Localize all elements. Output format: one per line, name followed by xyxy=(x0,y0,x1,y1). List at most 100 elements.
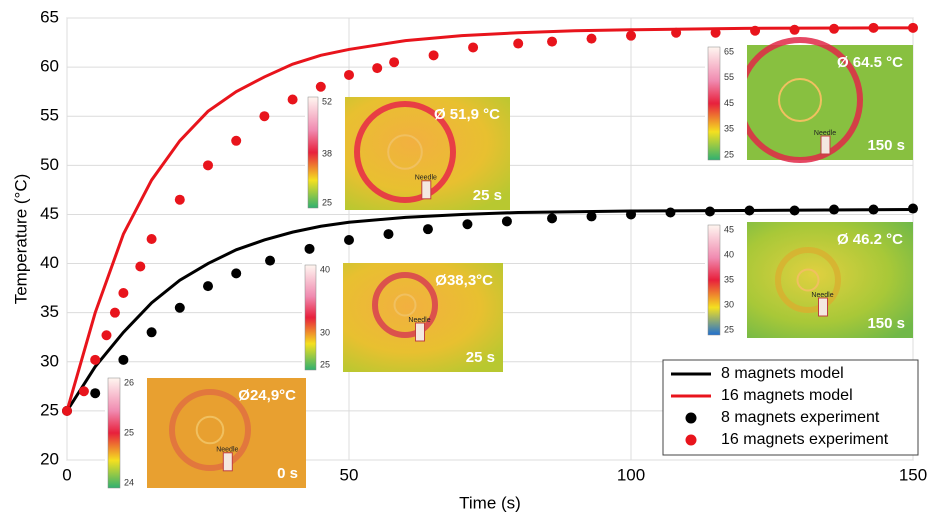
colorbar-tick-label: 25 xyxy=(320,359,330,369)
thermal-image xyxy=(330,263,503,372)
legend-marker xyxy=(685,412,697,424)
y-tick-label: 25 xyxy=(40,400,59,419)
model-line xyxy=(65,208,914,412)
experiment-point xyxy=(750,25,761,36)
x-tick-label: 100 xyxy=(617,465,645,484)
y-tick-label: 30 xyxy=(40,351,59,370)
legend-label: 16 magnets model xyxy=(721,387,853,404)
colorbar xyxy=(707,224,721,336)
experiment-point xyxy=(259,111,270,122)
y-tick-label: 55 xyxy=(40,106,59,125)
experiment-point xyxy=(146,234,157,244)
colorbar-tick-label: 40 xyxy=(320,264,330,274)
inset-time: 25 s xyxy=(466,349,495,366)
experiment-point xyxy=(710,27,721,38)
experiment-point xyxy=(626,30,636,41)
needle-label: Needle xyxy=(811,292,833,299)
legend-marker xyxy=(685,434,697,446)
legend-label: 8 magnets model xyxy=(721,365,844,382)
experiment-point xyxy=(304,243,315,254)
colorbar-tick-label: 26 xyxy=(124,377,134,387)
thermal-core xyxy=(387,134,423,170)
y-tick-label: 65 xyxy=(40,7,59,26)
y-axis-label: Temperature (°C) xyxy=(11,174,30,305)
colorbar-tick-label: 38 xyxy=(322,149,332,159)
inset-temperature: Ø 46.2 °C xyxy=(837,231,903,248)
experiment-point xyxy=(231,268,242,279)
experiment-point xyxy=(908,22,918,33)
experiment-point xyxy=(468,42,479,53)
thermal-image xyxy=(733,222,913,338)
experiment-point xyxy=(203,160,213,171)
x-tick-label: 0 xyxy=(62,465,71,484)
needle xyxy=(421,180,432,200)
experiment-point xyxy=(829,204,840,215)
colorbar-tick-label: 45 xyxy=(724,98,734,108)
thermal-core xyxy=(796,268,820,292)
experiment-point xyxy=(383,229,394,240)
experiment-point xyxy=(665,207,676,218)
experiment-point xyxy=(315,81,326,92)
experiment-point xyxy=(118,354,129,365)
experiment-point xyxy=(101,330,112,341)
colorbar xyxy=(707,46,721,161)
experiment-point xyxy=(203,281,213,292)
experiment-point xyxy=(109,307,120,318)
experiment-point xyxy=(626,209,636,220)
thermal-core xyxy=(778,78,822,122)
needle xyxy=(415,322,425,342)
thermal-core xyxy=(393,293,417,317)
experiment-point xyxy=(344,234,354,245)
experiment-point xyxy=(462,219,473,230)
experiment-point xyxy=(586,33,597,44)
colorbar-tick-label: 25 xyxy=(124,427,134,437)
inset-time: 150 s xyxy=(867,315,905,332)
colorbar-tick-label: 55 xyxy=(724,72,734,82)
needle-label: Needle xyxy=(408,317,430,324)
inset-time: 25 s xyxy=(473,187,502,204)
colorbar xyxy=(307,96,319,209)
experiment-point xyxy=(704,206,715,217)
experiment-point xyxy=(90,388,101,399)
experiment-point xyxy=(90,354,101,365)
x-tick-label: 50 xyxy=(340,465,359,484)
experiment-point xyxy=(174,194,185,205)
colorbar xyxy=(304,264,317,371)
experiment-point xyxy=(868,22,879,33)
colorbar-tick-label: 30 xyxy=(320,328,330,338)
experiment-point xyxy=(789,24,800,35)
colorbar-tick-label: 25 xyxy=(724,324,734,334)
needle xyxy=(820,135,831,155)
experiment-point xyxy=(789,205,800,216)
experiment-point xyxy=(78,386,89,397)
thermal-ring xyxy=(775,247,841,313)
inset-temperature: Ø24,9°C xyxy=(238,387,296,404)
colorbar-tick-label: 52 xyxy=(322,96,332,106)
y-tick-label: 20 xyxy=(40,449,59,468)
colorbar-tick-label: 45 xyxy=(724,224,734,234)
experiment-point xyxy=(513,38,524,49)
needle-label: Needle xyxy=(216,447,238,454)
experiment-point xyxy=(344,69,354,80)
colorbar-tick-label: 30 xyxy=(724,299,734,309)
colorbar-tick-label: 25 xyxy=(322,197,332,207)
needle xyxy=(222,452,233,472)
y-tick-label: 50 xyxy=(40,155,59,174)
legend-label: 16 magnets experiment xyxy=(721,431,889,448)
thermal-ring xyxy=(372,272,438,338)
thermal-core xyxy=(195,415,225,445)
experiment-point xyxy=(422,224,433,235)
y-tick-label: 60 xyxy=(40,57,59,76)
inset-temperature: Ø 64.5 °C xyxy=(837,54,903,71)
colorbar-tick-label: 24 xyxy=(124,477,134,487)
experiment-point xyxy=(135,261,146,272)
y-tick-label: 35 xyxy=(40,302,59,321)
experiment-point xyxy=(287,94,298,105)
colorbar-tick-label: 25 xyxy=(724,149,734,159)
inset-temperature: Ø38,3°C xyxy=(435,272,493,289)
experiment-point xyxy=(118,288,129,299)
experiment-point xyxy=(389,57,400,68)
colorbar-tick-label: 35 xyxy=(724,124,734,134)
x-axis-label: Time (s) xyxy=(459,493,521,512)
